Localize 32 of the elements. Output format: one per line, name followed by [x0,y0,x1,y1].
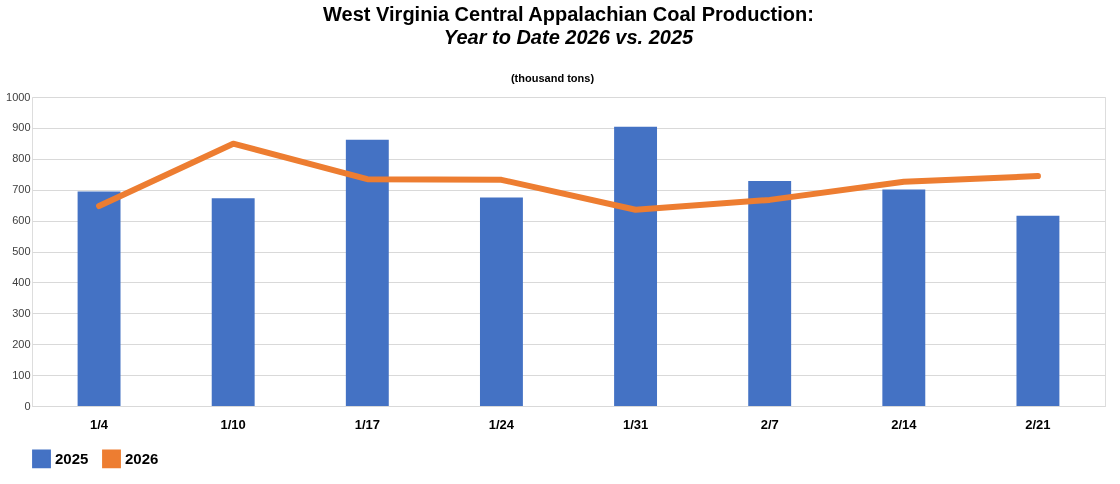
x-tick-label: 1/17 [354,416,380,432]
legend-label: 2025 [55,449,89,467]
y-tick-label: 1000 [6,90,31,103]
bar [345,139,389,406]
y-tick-label: 300 [12,306,31,319]
y-tick-label: 400 [12,275,31,288]
y-tick-label: 0 [24,399,31,412]
y-tick-label: 100 [12,368,31,381]
bar [1016,215,1060,406]
y-tick-label: 800 [12,152,31,165]
x-tick-label: 1/24 [488,416,515,432]
x-tick-label: 2/7 [760,416,779,432]
bar [614,126,658,406]
x-tick-label: 2/21 [1025,416,1051,432]
y-axis-title: (thousand tons) [510,71,595,84]
bar [211,198,255,406]
y-tick-label: 200 [12,337,31,350]
chart-title: West Virginia Central Appalachian Coal Production: [323,3,814,25]
y-tick-label: 700 [12,183,31,196]
x-tick-label: 1/4 [90,416,109,432]
bar [479,197,523,406]
x-tick-label: 1/31 [622,416,649,432]
legend-label: 2026 [125,449,159,467]
bar [882,189,926,406]
y-tick-label: 600 [12,214,31,227]
x-tick-label: 1/10 [220,416,246,432]
chart-subtitle: Year to Date 2026 vs. 2025 [443,26,695,48]
y-tick-label: 900 [12,121,31,134]
bar [748,181,792,406]
bar [77,191,121,406]
x-tick-label: 2/14 [891,416,918,432]
y-tick-label: 500 [12,245,31,257]
